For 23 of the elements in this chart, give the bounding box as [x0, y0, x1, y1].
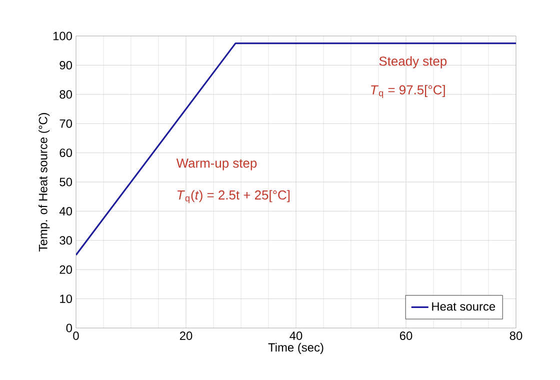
- annotation: Warm-up step: [176, 158, 257, 170]
- y-tick-label: 80: [60, 90, 72, 99]
- x-tick-label: 20: [180, 332, 192, 340]
- y-tick-label: 90: [60, 60, 72, 70]
- y-tick-label: 50: [60, 178, 72, 186]
- x-tick-label: 0: [73, 332, 79, 340]
- y-tick-label: 40: [59, 206, 72, 216]
- y-tick-label: 10: [60, 294, 72, 304]
- x-tick-label: 60: [400, 332, 412, 340]
- annotation: T$_{q}$ = 97.5[°C]: [371, 84, 445, 98]
- annotation: Steady step: [379, 56, 447, 68]
- x-axis-title: Time (sec): [268, 342, 324, 354]
- y-tick-label: 0: [66, 324, 72, 332]
- x-tick-label: 40: [290, 332, 302, 340]
- y-tick-label: 20: [60, 265, 72, 274]
- x-tick-label: 80: [510, 332, 522, 340]
- legend-label: Heat source: [432, 302, 496, 311]
- annotation: T$_{q}$(t) = 2.5t + 25[°C]: [177, 190, 290, 204]
- y-tick-label: 100: [53, 32, 72, 40]
- y-tick-label: 30: [60, 236, 72, 245]
- y-tick-label: 70: [60, 119, 72, 128]
- y-tick-label: 60: [60, 148, 72, 158]
- y-axis-title: Temp. of Heat source (°C): [38, 113, 50, 252]
